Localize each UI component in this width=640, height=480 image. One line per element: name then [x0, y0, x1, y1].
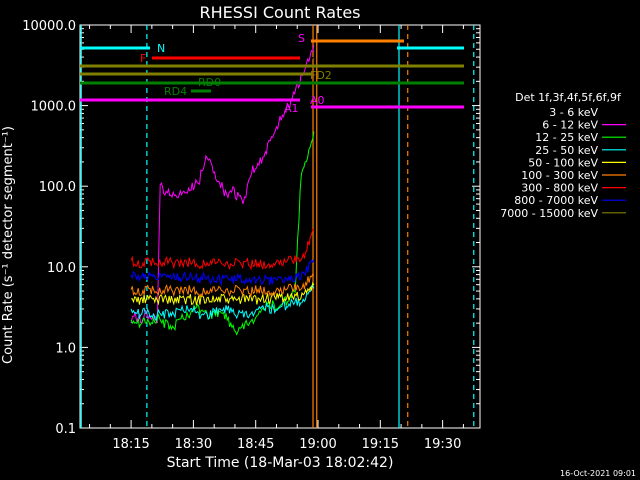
y-tick-label: 0.1	[55, 422, 76, 437]
series-line	[131, 281, 315, 306]
x-tick-label: 19:15	[362, 437, 399, 452]
series-layer	[130, 45, 315, 342]
state-flag-label: F	[140, 52, 146, 65]
legend-label: 50 - 100 keV	[528, 156, 598, 169]
state-flag-label: S	[298, 32, 305, 45]
series-line	[130, 273, 314, 298]
x-tick-label: 19:30	[424, 437, 461, 452]
plot-frame	[79, 24, 481, 429]
x-tick-label: 18:45	[237, 437, 274, 452]
legend-label: 100 - 300 keV	[521, 169, 598, 182]
y-tick-label: 10000.0	[22, 19, 76, 34]
footer-date: 16-Oct-2021 09:01	[560, 469, 636, 478]
x-tick-label: 19:00	[299, 437, 336, 452]
legend-label: 300 - 800 keV	[521, 182, 598, 195]
legend-label: 25 - 50 keV	[535, 144, 598, 157]
x-tick-label: 18:15	[112, 437, 149, 452]
series-line	[130, 259, 315, 287]
state-flag-label: A1	[284, 102, 299, 115]
y-tick-label: 100.0	[39, 180, 76, 195]
series-line	[130, 45, 315, 324]
attenuator-markers	[80, 25, 475, 428]
legend-label: 3 - 6 keV	[549, 106, 598, 119]
y-tick-label: 1000.0	[31, 100, 77, 115]
state-flags: NF S FD2 RD0 RD4 A1 A0	[80, 32, 464, 115]
y-tick-label: 1.0	[55, 341, 76, 356]
series-line	[130, 227, 315, 271]
x-axis-label: Start Time (18-Mar-03 18:02:42)	[167, 455, 394, 471]
axes: 0.1 1.0 10.0 100.0 1000.0 10000.0 18:15 18:30 18…	[22, 19, 481, 452]
state-flag-label: A0	[310, 94, 325, 107]
state-flag-label: RD0	[198, 76, 221, 89]
state-flag-label: FD2	[310, 69, 332, 82]
chart-title: RHESSI Count Rates	[200, 3, 361, 22]
y-axis-label: Count Rate (s⁻¹ detector segment⁻¹)	[1, 126, 16, 364]
x-tick-label: 18:30	[175, 437, 212, 452]
legend-label: 6 - 12 keV	[542, 119, 598, 132]
legend-label: 7000 - 15000 keV	[500, 207, 598, 220]
y-tick-label: 10.0	[47, 261, 76, 276]
state-flag-label: RD4	[164, 85, 187, 98]
legend-label: 800 - 7000 keV	[514, 194, 598, 207]
state-flag-label: N	[157, 42, 165, 55]
legend-label: 12 - 25 keV	[535, 131, 598, 144]
legend-title: Det 1f,3f,4f,5f,6f,9f	[515, 91, 622, 104]
series-line	[130, 56, 315, 342]
